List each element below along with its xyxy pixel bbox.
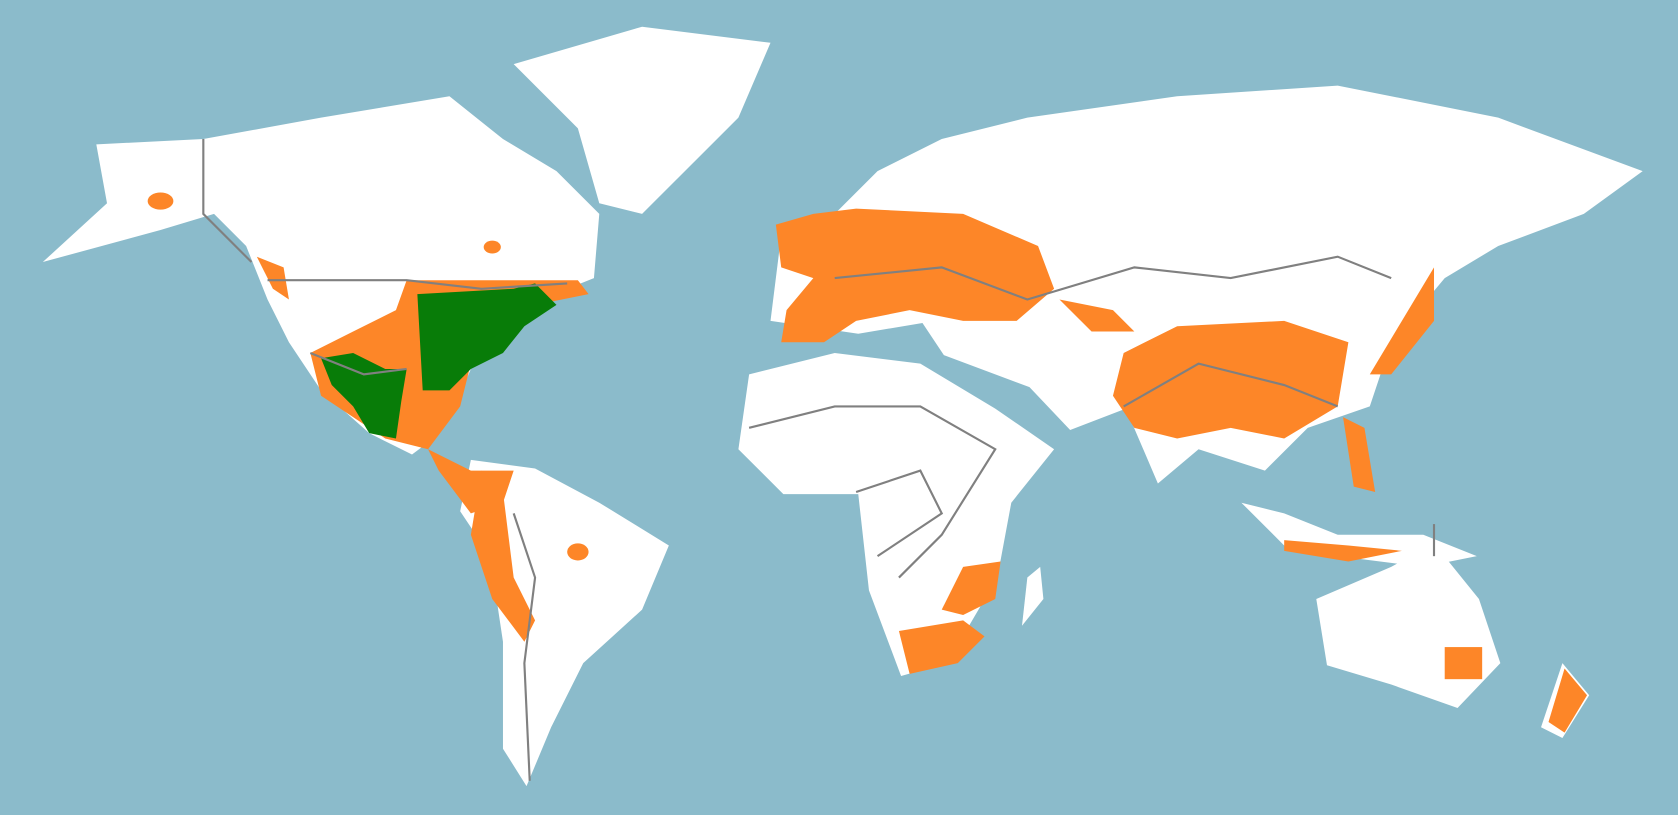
indonesia [1241,502,1477,567]
range-primary [321,283,557,439]
border-line [834,255,1392,301]
range-area [470,470,536,642]
range-area [1548,668,1588,733]
border-line [512,513,537,781]
country-borders [202,139,1436,781]
range-area [1284,540,1402,562]
range-area [417,283,557,391]
range-area [321,352,407,439]
border-line [267,279,568,290]
madagascar [1021,566,1044,626]
eurasia [770,85,1643,484]
border-line [855,469,944,558]
border-line [309,351,407,376]
range-area [1343,417,1376,492]
range-area [147,192,174,210]
range-area [1444,647,1483,680]
range-area [567,543,589,561]
range-area [483,240,501,254]
range-area [775,208,1055,343]
border-line [202,139,253,263]
greenland [513,26,771,214]
range-area [941,561,1001,615]
range-area [1112,320,1349,439]
south-america [460,459,669,787]
range-area [1059,299,1135,332]
border-line [1123,362,1339,408]
range-area [898,620,985,674]
range-area [256,256,289,300]
border-line [748,405,997,579]
range-secondary [147,192,1588,733]
